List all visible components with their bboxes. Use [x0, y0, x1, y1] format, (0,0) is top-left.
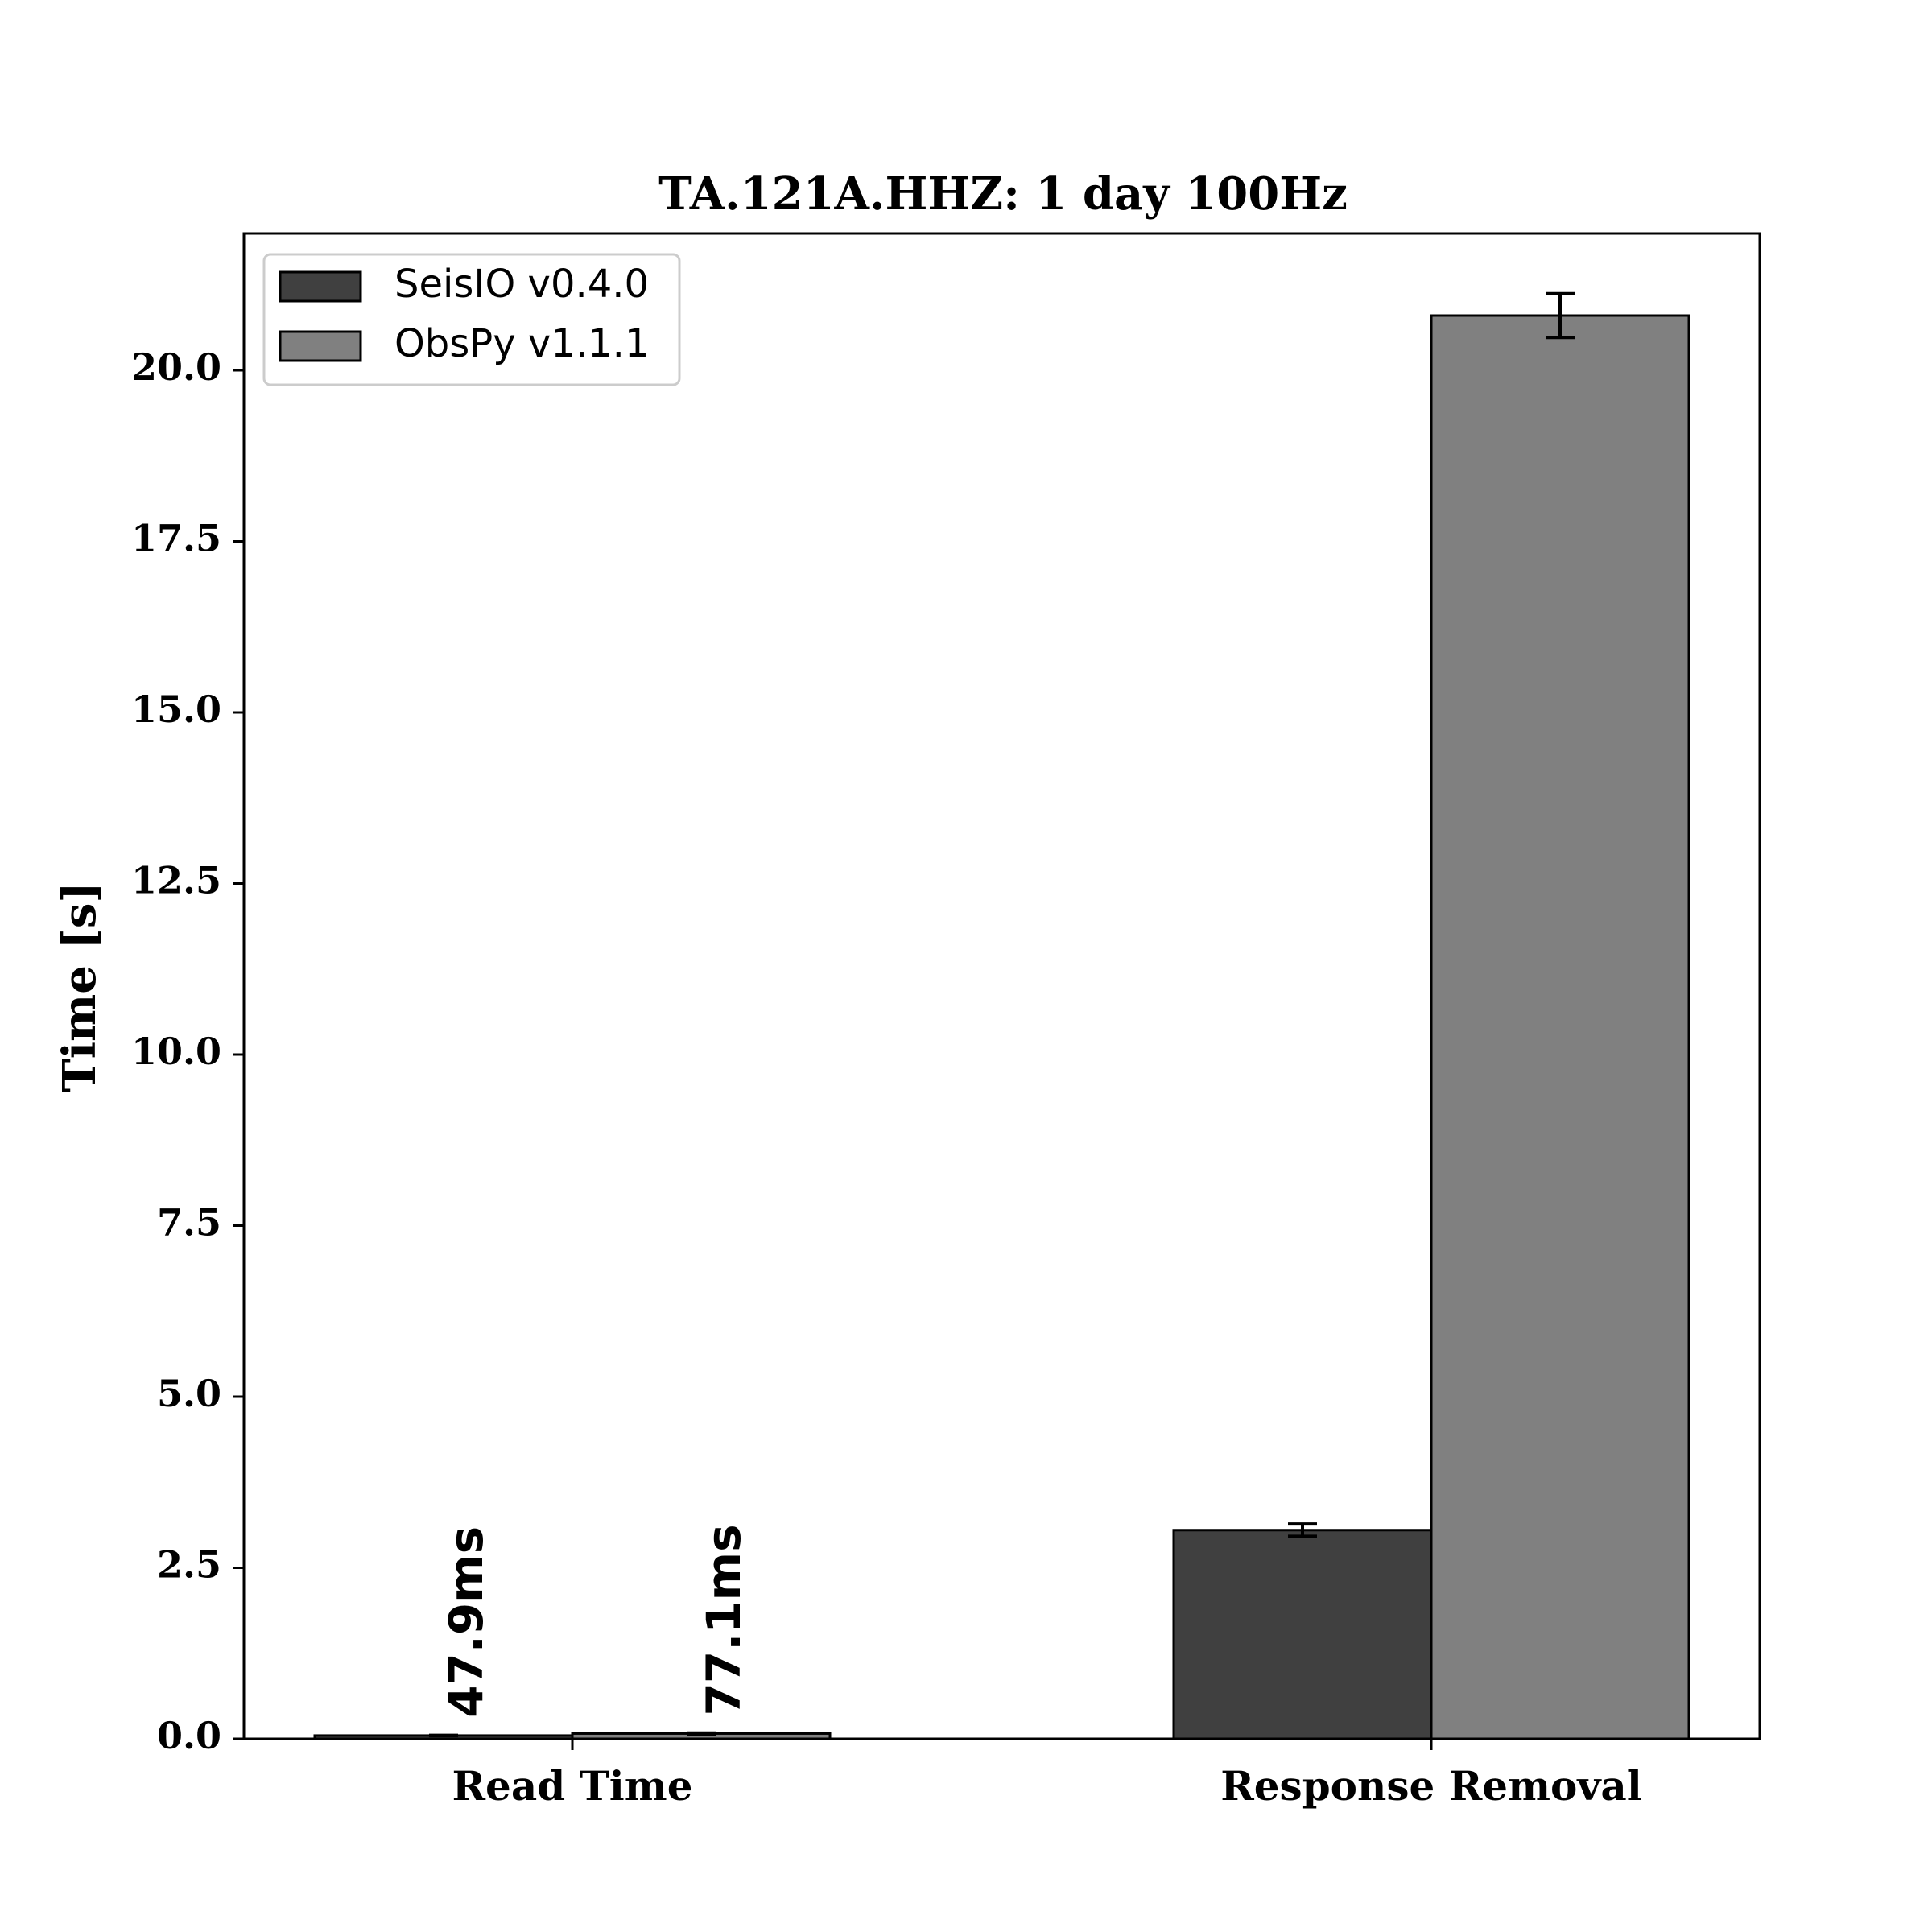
legend-swatch [279, 270, 362, 303]
y-tick-label: 5.0 [157, 1372, 221, 1415]
y-tick-label: 12.5 [131, 859, 221, 902]
y-axis-ticks: 0.0 2.5 5.0 7.5 10.0 12.5 15.0 17.5 20.0 [131, 345, 244, 1757]
y-tick-label: 7.5 [157, 1201, 221, 1245]
x-axis-ticks: Read Time Response Removal [452, 1739, 1642, 1810]
x-tick-label: Read Time [452, 1762, 692, 1810]
y-tick-label: 2.5 [157, 1543, 221, 1587]
errorbar-seisio-1 [1288, 1522, 1317, 1538]
legend: SeisIO v0.4.0 ObsPy v1.1.1 [262, 253, 681, 386]
legend-box [262, 253, 681, 386]
y-tick-label: 17.5 [131, 517, 221, 560]
bar-value-label: 77.1ms [696, 1524, 751, 1715]
chart-title: TA.121A.HHZ: 1 day 100Hz [658, 167, 1348, 221]
bar-obspy-1 [1430, 314, 1690, 1740]
y-tick-label: 15.0 [131, 687, 221, 731]
errorbar-obspy-0 [687, 1731, 716, 1736]
y-tick-label: 10.0 [131, 1030, 221, 1073]
errorbar-obspy-1 [1546, 291, 1575, 340]
bar-value-label: 47.9ms [439, 1526, 493, 1718]
y-tick-label: 0.0 [157, 1714, 221, 1757]
plot-frame [242, 232, 1761, 1740]
y-tick-label: 20.0 [131, 345, 221, 389]
value-labels-layer: 47.9ms 77.1ms [439, 1524, 751, 1718]
y-axis-label: Time [s] [53, 881, 106, 1092]
legend-swatch [279, 330, 362, 362]
bars-layer [313, 314, 1690, 1740]
x-tick-label: Response Removal [1220, 1762, 1642, 1810]
legend-label: ObsPy v1.1.1 [394, 321, 649, 366]
bar-seisio-1 [1172, 1529, 1433, 1740]
errorbars-layer [429, 291, 1575, 1738]
legend-label: SeisIO v0.4.0 [394, 262, 649, 307]
